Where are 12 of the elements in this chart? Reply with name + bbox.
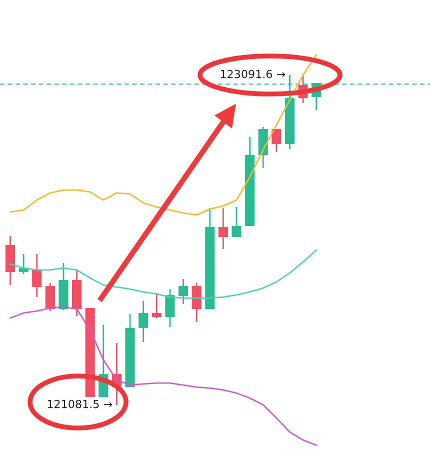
candlestick: [178, 278, 188, 305]
annotation: 123091.6 →: [220, 70, 286, 78]
candlestick: [218, 207, 228, 250]
candlestick: [272, 128, 282, 153]
candlestick: [138, 300, 148, 343]
annotation: 121081.5 →: [48, 400, 112, 408]
candlestick: [192, 282, 202, 323]
candlestick: [32, 253, 42, 298]
candlestick: [232, 206, 242, 238]
candlestick: [152, 292, 162, 319]
candlestick: [165, 288, 175, 328]
candlestick: [45, 282, 55, 312]
